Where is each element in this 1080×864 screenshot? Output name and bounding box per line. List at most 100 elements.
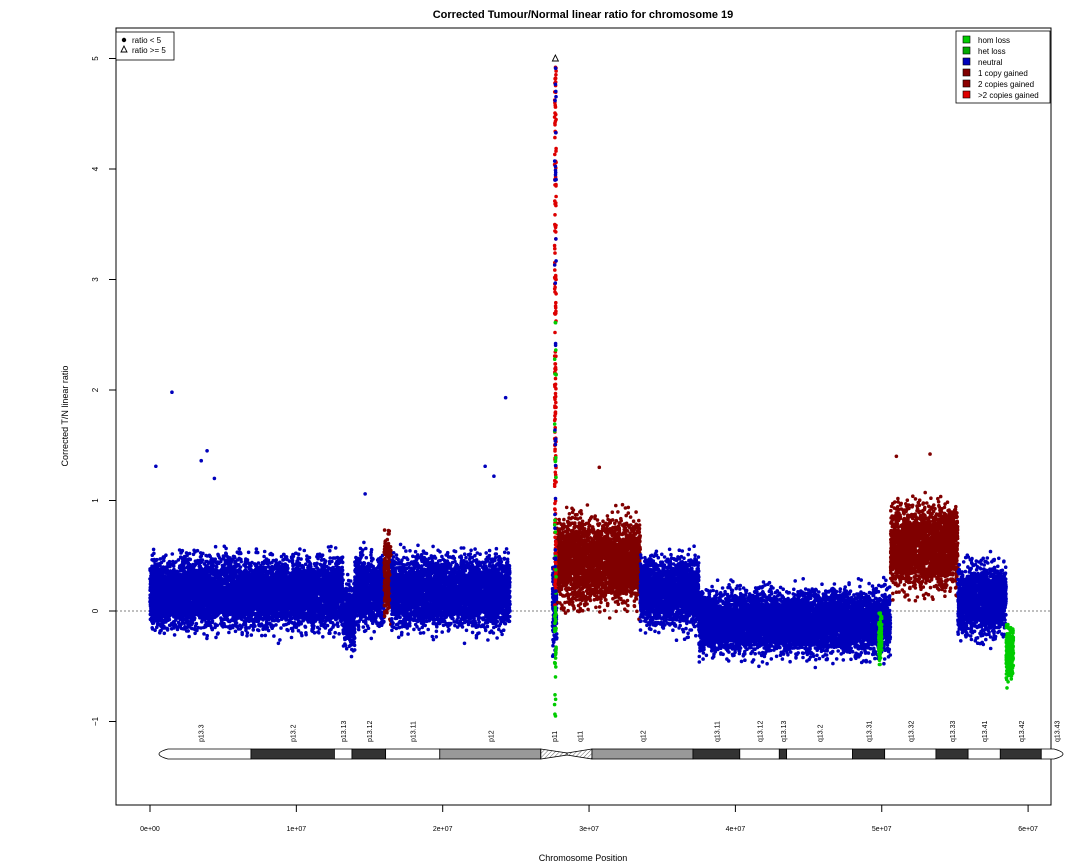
band-p13.13 — [334, 748, 353, 760]
plot-frame — [115, 27, 1052, 806]
outlier-point-11 — [894, 454, 899, 459]
band-label: q13.41 — [982, 720, 989, 742]
outlier-point-3 — [212, 476, 217, 481]
band-label: q13.12 — [758, 720, 765, 742]
data-points-segment-7 — [638, 544, 701, 642]
band-q11 — [566, 748, 593, 760]
outlier-point-8 — [363, 492, 367, 496]
legend-swatch-1-copy-gained — [962, 68, 971, 77]
legend-filled-circle-icon — [121, 37, 127, 43]
state-legend-label: 1 copy gained — [978, 69, 1028, 78]
x-tick-label: 2e+07 — [433, 826, 453, 833]
band-q13.31 — [852, 748, 886, 760]
band-p13.2 — [250, 748, 335, 760]
band-label: q13.13 — [781, 720, 788, 742]
shape-legend-label: ratio >= 5 — [132, 46, 166, 55]
band-label: q13.2 — [818, 724, 825, 742]
outlier-point-5 — [503, 395, 508, 400]
legend-swatch-more-copies-gained — [962, 90, 971, 99]
band-label: q13.43 — [1055, 720, 1062, 742]
x-tick-label: 5e+07 — [872, 826, 892, 833]
outlier-point-0 — [170, 390, 174, 395]
band-label: q11 — [578, 731, 585, 742]
outlier-point-1 — [205, 448, 209, 453]
outlier-point-6 — [483, 464, 487, 469]
band-q13.33 — [935, 748, 969, 760]
y-tick-label: 3 — [91, 277, 100, 282]
band-q12 — [591, 748, 694, 760]
shape-legend-box — [115, 31, 175, 61]
shape-legend-label: ratio < 5 — [132, 36, 162, 45]
band-label: q13.11 — [714, 721, 721, 742]
band-q13.43 — [1040, 748, 1064, 760]
outlier-point-10 — [928, 452, 932, 456]
y-tick-label: 2 — [91, 387, 100, 392]
outlier-point-2 — [199, 458, 204, 463]
band-label: q12 — [640, 730, 647, 742]
band-label: p13.11 — [411, 721, 418, 742]
band-label: p13.3 — [198, 724, 205, 742]
band-label: p13.13 — [341, 720, 348, 742]
state-legend-label: >2 copies gained — [978, 91, 1039, 100]
legend-swatch-neutral — [962, 57, 971, 66]
spike-triangle-point — [551, 53, 560, 62]
x-axis-label: Chromosome Position — [539, 853, 628, 863]
outlier-point-7 — [492, 474, 496, 478]
data-points-segment-2 — [353, 540, 386, 641]
legend-swatch-2-copies-gained — [962, 79, 971, 88]
state-legend-label: het loss — [978, 47, 1006, 56]
spike-points-neutral — [552, 66, 558, 594]
x-axis: 0e+00 1e+07 2e+07 3e+07 4e+07 5e+07 6e+07 — [140, 804, 1038, 833]
shape-legend: ratio < 5 ratio >= 5 — [115, 31, 175, 61]
band-q13.32 — [884, 748, 937, 760]
band-p13.3 — [158, 748, 252, 760]
state-legend-label: 2 copies gained — [978, 80, 1034, 89]
band-label: p11 — [552, 731, 559, 742]
band-label: p13.2 — [291, 724, 298, 742]
band-q13.41 — [967, 748, 1001, 760]
data-points-segment-10 — [888, 490, 960, 603]
state-legend-box — [955, 30, 1051, 104]
data-points-segment-6 — [555, 502, 643, 621]
y-tick-label: −1 — [91, 716, 100, 726]
data-points-segment-11 — [956, 549, 1008, 651]
x-tick-label: 1e+07 — [287, 826, 307, 833]
band-q13.11 — [692, 748, 741, 760]
band-p11 — [540, 748, 568, 760]
band-q13.12 — [739, 748, 780, 760]
state-legend: hom loss het loss neutral 1 copy gained … — [955, 30, 1051, 104]
chart-title: Corrected Tumour/Normal linear ratio for… — [433, 9, 734, 21]
band-q13.13 — [778, 748, 788, 760]
legend-swatch-het-loss — [962, 46, 971, 55]
band-label: q13.42 — [1019, 720, 1026, 742]
band-label: q13.32 — [908, 720, 915, 742]
x-tick-label: 3e+07 — [579, 826, 599, 833]
band-q13.2 — [786, 748, 853, 760]
points-layer — [148, 53, 1016, 718]
y-tick-label: 1 — [91, 498, 100, 503]
y-tick-label: 4 — [91, 166, 100, 171]
state-legend-label: neutral — [978, 58, 1003, 67]
band-label: p12 — [488, 730, 495, 742]
outlier-point-4 — [154, 464, 158, 469]
data-points-segment-8 — [697, 575, 893, 670]
ideogram: p13.3 p13.2 p13.13 p13.12 p13.11 p12 p11 q11 q12… — [158, 720, 1064, 760]
x-tick-label: 6e+07 — [1018, 826, 1038, 833]
band-q13.42 — [999, 748, 1042, 760]
legend-swatch-hom-loss — [962, 35, 971, 44]
band-p12 — [439, 748, 542, 760]
x-tick-label: 0e+00 — [140, 826, 160, 833]
band-p13.12 — [351, 748, 387, 760]
outlier-point-9 — [597, 465, 602, 470]
y-tick-label: 0 — [91, 608, 100, 613]
band-label: q13.31 — [867, 720, 874, 742]
legend-open-triangle-icon — [120, 44, 128, 53]
band-label: q13.33 — [950, 720, 957, 742]
data-points-segment-0 — [148, 544, 345, 646]
state-legend-label: hom loss — [978, 36, 1010, 45]
data-points-segment-4 — [389, 542, 512, 646]
band-p13.11 — [385, 748, 441, 760]
spike-points-loss — [552, 320, 558, 718]
data-points-segment-1 — [341, 572, 357, 659]
